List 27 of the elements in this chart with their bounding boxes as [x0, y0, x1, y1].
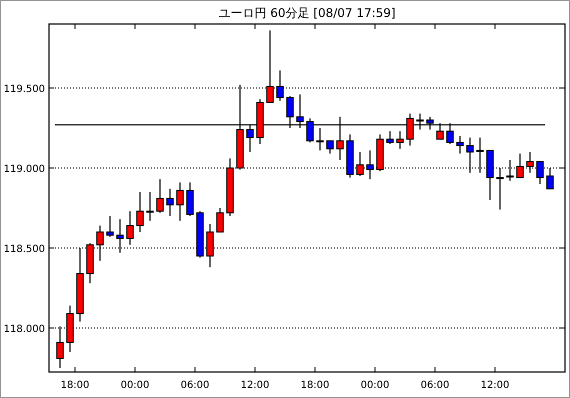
candlestick: [386, 130, 394, 145]
candlestick: [176, 182, 184, 222]
y-tick-label: 119.000: [4, 164, 45, 175]
y-tick-label: 118.500: [4, 244, 45, 255]
candlestick: [146, 191, 154, 222]
candlestick: [326, 140, 334, 154]
x-tick-label: 00:00: [360, 380, 390, 391]
candlestick: [156, 178, 164, 214]
x-tick-label: 18:00: [60, 380, 90, 391]
candlestick: [106, 215, 114, 238]
candlestick: [456, 135, 464, 154]
candlestick: [396, 130, 404, 150]
x-tick-label: 00:00: [120, 380, 150, 391]
y-tick-label: 118.000: [4, 324, 45, 335]
candlestick: [126, 210, 134, 246]
chart-title: ユーロ円 60分足 [08/07 17:59]: [218, 6, 396, 20]
candlestick: [186, 182, 194, 217]
candlestick: [166, 188, 174, 217]
x-tick-label: 12:00: [480, 380, 510, 391]
candlestick: [136, 191, 144, 233]
y-tick-label: 119.500: [4, 84, 45, 95]
candlestick: [316, 127, 324, 151]
x-tick-label: 06:00: [180, 380, 210, 391]
x-tick-label: 06:00: [420, 380, 450, 391]
x-tick-label: 12:00: [240, 380, 270, 391]
candlestick: [216, 207, 224, 233]
x-tick-label: 18:00: [300, 380, 330, 391]
